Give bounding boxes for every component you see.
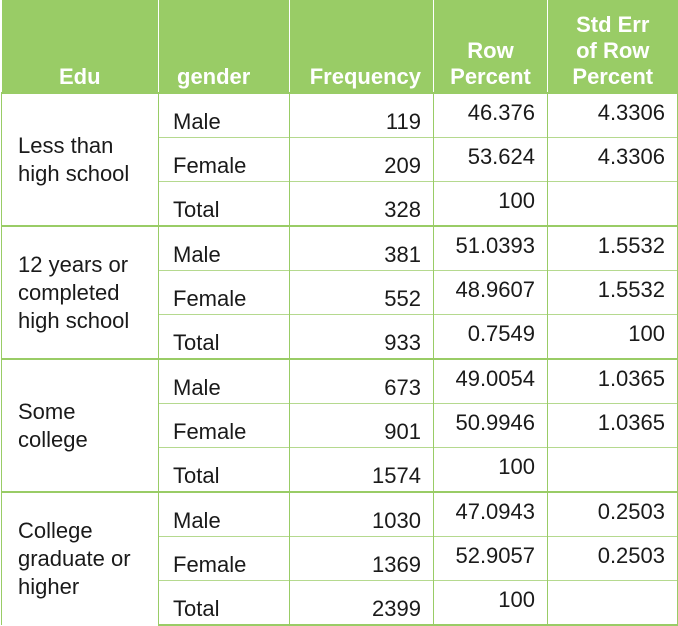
std-err-cell: 100 xyxy=(547,314,678,359)
table-row: Some college Male 673 49.0054 1.0365 xyxy=(1,358,678,492)
std-err-cell: 0.2503 xyxy=(547,536,678,581)
row-percent-cell: 48.9607 xyxy=(433,270,548,315)
edu-label-line: College xyxy=(18,518,93,543)
std-err-cell: 1.5532 xyxy=(547,225,678,271)
table-body: Less than high school Male 119 46.376 4.3306 F… xyxy=(1,92,678,626)
gender-cell: Male xyxy=(158,358,290,404)
frequency-cell: 119 xyxy=(289,92,434,138)
edu-label-line: higher xyxy=(18,574,80,599)
gender-cell: Female xyxy=(158,536,290,581)
table-header: Edu gender Frequency Row Percent Std Err… xyxy=(1,0,678,93)
frequency-cell: 1030 xyxy=(289,491,434,537)
std-err-cell: 4.3306 xyxy=(547,92,678,138)
frequency-cell: 552 xyxy=(289,270,434,315)
edu-label-line: high school xyxy=(18,160,130,186)
row-percent-cell: 100 xyxy=(433,580,548,626)
edu-label-line: Some xyxy=(18,398,76,424)
std-err-cell xyxy=(547,580,678,626)
frequency-cell: 1574 xyxy=(289,447,434,492)
edu-label-line: college xyxy=(18,426,88,452)
frequency-cell: 381 xyxy=(289,225,434,271)
edu-cell: 12 years or completed high school xyxy=(1,225,159,359)
std-err-cell: 1.0365 xyxy=(547,358,678,404)
gender-cell: Male xyxy=(158,225,290,271)
std-err-cell xyxy=(547,447,678,492)
table-row: Female 209 53.624 4.3306 xyxy=(2,137,678,182)
row-percent-cell: 52.9057 xyxy=(433,536,548,581)
row-percent-cell: 47.0943 xyxy=(433,491,548,537)
row-percent-cell: 53.624 xyxy=(433,137,548,182)
header-row-percent-line-1: Row xyxy=(467,38,514,63)
row-percent-cell: 49.0054 xyxy=(433,358,548,404)
gender-cell: Female xyxy=(158,137,290,182)
frequency-cell: 673 xyxy=(289,358,434,404)
table-row: Less than high school Male 119 46.376 4.3306 xyxy=(1,92,678,226)
std-err-cell: 1.0365 xyxy=(547,403,678,448)
header-std-err-line-3: Percent xyxy=(572,64,654,89)
gender-cell: Male xyxy=(158,92,290,138)
edu-cell: Less than high school xyxy=(1,92,159,226)
table-row: Female 552 48.9607 1.5532 xyxy=(2,270,678,315)
std-err-cell: 4.3306 xyxy=(547,137,678,182)
table-row: Total 933 0.7549 100 xyxy=(2,314,678,359)
edu-cell: College graduate or higher xyxy=(1,491,159,625)
header-std-err-line-1: Std Err xyxy=(576,12,650,37)
table-row: College graduate or higher Male 1030 47.0943 0… xyxy=(1,491,678,625)
gender-cell: Total xyxy=(158,447,290,492)
table-row: Female 901 50.9946 1.0365 xyxy=(2,403,678,448)
header-std-err-line-2: of Row xyxy=(576,38,650,63)
frequency-cell: 328 xyxy=(289,181,434,226)
header-edu: Edu xyxy=(1,0,159,93)
header-std-err: Std Err of Row Percent xyxy=(547,0,678,93)
header-gender-label: gender xyxy=(177,64,251,89)
gender-cell: Male xyxy=(158,491,290,537)
table-row: Total 328 100 xyxy=(2,181,678,226)
frequency-cell: 1369 xyxy=(289,536,434,581)
edu-label-line: graduate or xyxy=(18,546,131,571)
std-err-cell: 1.5532 xyxy=(547,270,678,315)
header-gender: gender xyxy=(158,0,290,93)
row-percent-cell: 100 xyxy=(433,181,548,226)
row-percent-cell: 50.9946 xyxy=(433,403,548,448)
gender-cell: Total xyxy=(158,314,290,359)
header-row-percent: Row Percent xyxy=(433,0,548,93)
edu-label-line: Less than xyxy=(18,132,114,158)
frequency-cell: 933 xyxy=(289,314,434,359)
row-percent-cell: 51.0393 xyxy=(433,225,548,271)
table-row: 12 years or completed high school Male 381 51… xyxy=(1,225,678,359)
header-edu-label: Edu xyxy=(58,64,101,89)
header-frequency-label: Frequency xyxy=(309,64,421,89)
frequency-cell: 2399 xyxy=(289,580,434,626)
gender-cell: Female xyxy=(158,403,290,448)
row-percent-cell: 0.7549 xyxy=(433,314,548,359)
edu-label-line: completed xyxy=(18,279,120,305)
gender-cell: Female xyxy=(158,270,290,315)
std-err-cell: 0.2503 xyxy=(547,491,678,537)
gender-cell: Total xyxy=(158,181,290,226)
edu-label-line: high school xyxy=(18,307,130,333)
frequency-cell: 209 xyxy=(289,137,434,182)
header-frequency: Frequency xyxy=(289,0,434,93)
header-row: Edu gender Frequency Row Percent Std Err… xyxy=(1,0,678,93)
edu-cell: Some college xyxy=(1,358,159,492)
row-percent-cell: 46.376 xyxy=(433,92,548,138)
table-row: Total 1574 100 xyxy=(2,447,678,492)
header-row-percent-line-2: Percent xyxy=(450,64,531,89)
edu-label-line: 12 years or xyxy=(18,251,129,277)
gender-cell: Total xyxy=(158,580,290,626)
frequency-cell: 901 xyxy=(289,403,434,448)
row-percent-cell: 100 xyxy=(433,447,548,492)
std-err-cell xyxy=(547,181,678,226)
